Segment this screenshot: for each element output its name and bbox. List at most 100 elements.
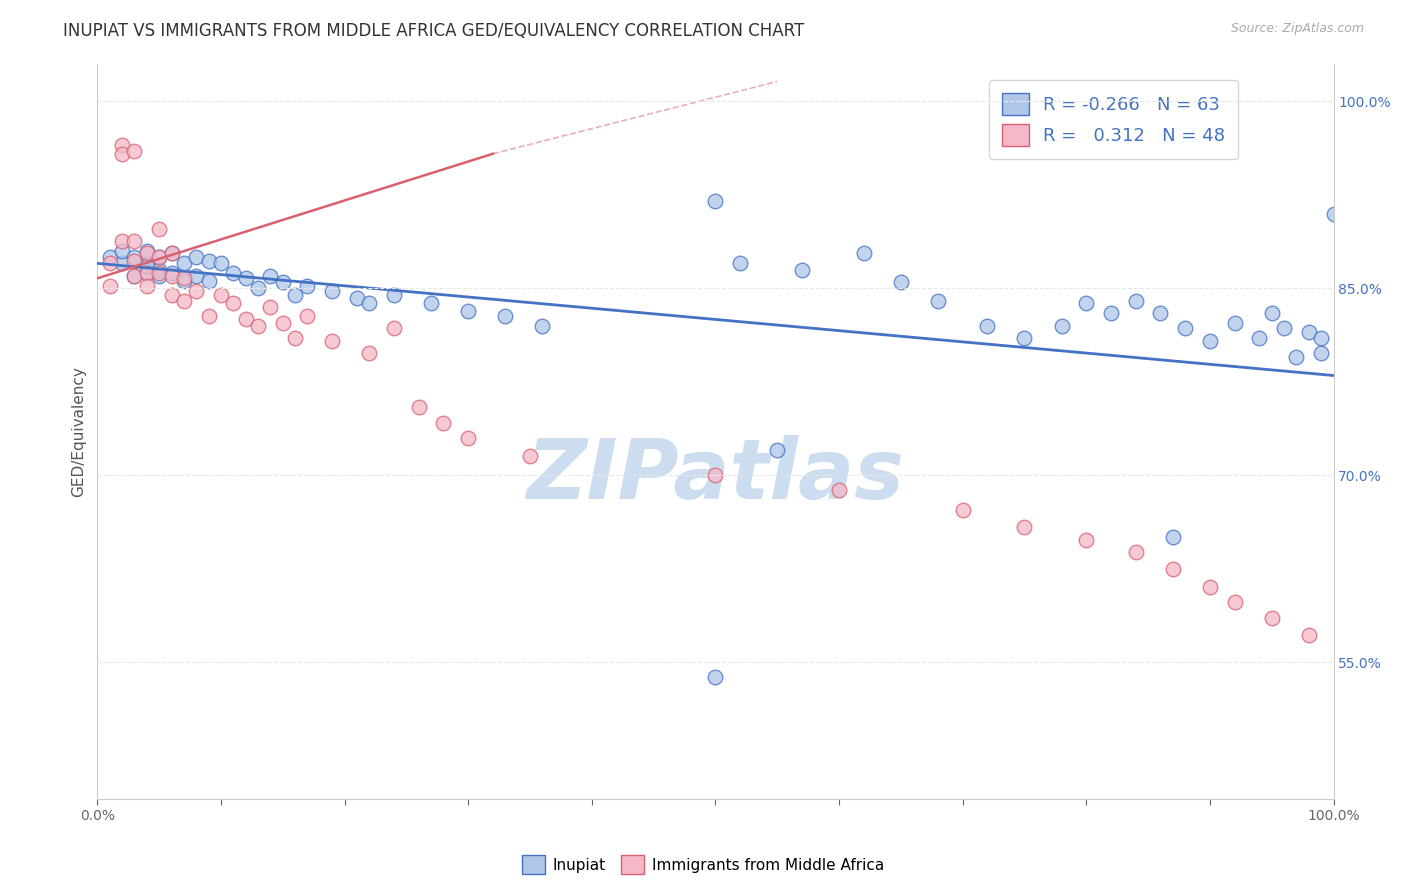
Point xyxy=(197,253,219,268)
Point xyxy=(111,244,134,258)
Point xyxy=(494,309,516,323)
Point xyxy=(259,268,281,283)
Point xyxy=(704,194,727,208)
Text: INUPIAT VS IMMIGRANTS FROM MIDDLE AFRICA GED/EQUIVALENCY CORRELATION CHART: INUPIAT VS IMMIGRANTS FROM MIDDLE AFRICA… xyxy=(63,22,804,40)
Point xyxy=(297,309,319,323)
Point xyxy=(1125,545,1147,559)
Point xyxy=(124,268,146,283)
Point xyxy=(160,266,183,280)
Point xyxy=(359,346,381,360)
Point xyxy=(124,234,146,248)
Point xyxy=(148,250,170,264)
Point xyxy=(235,271,257,285)
Point xyxy=(271,275,294,289)
Point xyxy=(728,256,751,270)
Point xyxy=(148,250,170,264)
Point xyxy=(186,284,208,298)
Point xyxy=(704,670,727,684)
Point xyxy=(1298,627,1320,641)
Point xyxy=(790,262,813,277)
Point xyxy=(186,250,208,264)
Point xyxy=(1199,580,1222,594)
Point xyxy=(1260,306,1282,320)
Point xyxy=(160,246,183,260)
Point xyxy=(1272,321,1295,335)
Point xyxy=(1125,293,1147,308)
Point xyxy=(432,416,454,430)
Point xyxy=(382,321,405,335)
Point xyxy=(531,318,554,333)
Point xyxy=(135,246,157,260)
Point xyxy=(173,293,195,308)
Point xyxy=(1076,296,1098,310)
Point xyxy=(852,246,875,260)
Point xyxy=(160,246,183,260)
Point xyxy=(98,250,121,264)
Point xyxy=(408,400,430,414)
Point xyxy=(284,287,307,301)
Point xyxy=(124,253,146,268)
Point xyxy=(173,274,195,288)
Point xyxy=(284,331,307,345)
Point xyxy=(186,268,208,283)
Point xyxy=(359,296,381,310)
Point xyxy=(209,256,232,270)
Point xyxy=(98,278,121,293)
Point xyxy=(98,256,121,270)
Point xyxy=(828,483,851,497)
Point xyxy=(1223,595,1246,609)
Point xyxy=(457,303,479,318)
Point xyxy=(1149,306,1171,320)
Point xyxy=(235,312,257,326)
Point xyxy=(1174,321,1197,335)
Point xyxy=(1099,306,1122,320)
Point xyxy=(160,287,183,301)
Text: Source: ZipAtlas.com: Source: ZipAtlas.com xyxy=(1230,22,1364,36)
Point xyxy=(457,431,479,445)
Point xyxy=(135,266,157,280)
Point xyxy=(160,268,183,283)
Point xyxy=(1310,346,1333,360)
Point xyxy=(1076,533,1098,547)
Point xyxy=(247,281,270,295)
Point xyxy=(271,316,294,330)
Point xyxy=(222,266,245,280)
Point xyxy=(346,291,368,305)
Point xyxy=(209,287,232,301)
Point xyxy=(766,443,789,458)
Point xyxy=(135,266,157,280)
Point xyxy=(1260,611,1282,625)
Point xyxy=(1322,206,1344,220)
Point xyxy=(1223,316,1246,330)
Point xyxy=(173,256,195,270)
Point xyxy=(247,318,270,333)
Point xyxy=(124,268,146,283)
Point xyxy=(1310,331,1333,345)
Point xyxy=(1285,350,1308,364)
Point xyxy=(321,334,343,348)
Point xyxy=(111,234,134,248)
Point xyxy=(222,296,245,310)
Point xyxy=(148,262,170,277)
Point xyxy=(1298,325,1320,339)
Text: ZIPatlas: ZIPatlas xyxy=(526,435,904,516)
Point xyxy=(704,468,727,483)
Point xyxy=(124,250,146,264)
Point xyxy=(173,271,195,285)
Point xyxy=(1014,520,1036,534)
Point xyxy=(519,450,541,464)
Point xyxy=(111,146,134,161)
Point xyxy=(197,274,219,288)
Point xyxy=(890,275,912,289)
Point xyxy=(1199,334,1222,348)
Y-axis label: GED/Equivalency: GED/Equivalency xyxy=(72,366,86,497)
Point xyxy=(148,268,170,283)
Point xyxy=(259,300,281,314)
Point xyxy=(976,318,998,333)
Point xyxy=(135,244,157,258)
Point xyxy=(148,221,170,235)
Point xyxy=(1161,561,1184,575)
Point xyxy=(1014,331,1036,345)
Point xyxy=(124,145,146,159)
Point xyxy=(297,278,319,293)
